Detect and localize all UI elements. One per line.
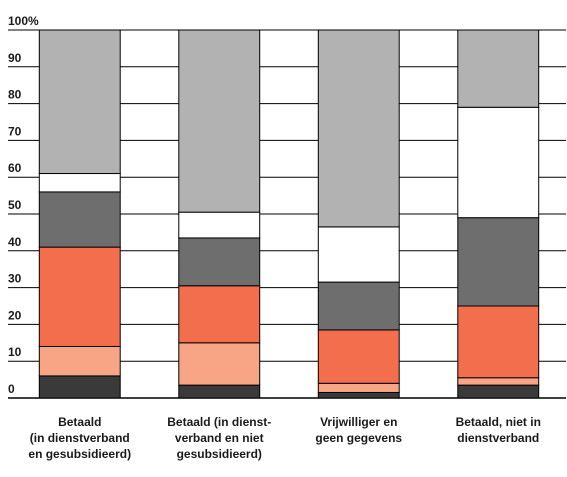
bar-segment <box>457 377 540 386</box>
y-tick-label: 60 <box>8 161 22 175</box>
x-category-line: (in dienstverband <box>30 431 130 445</box>
y-tick-label: 80 <box>8 88 22 102</box>
x-category-label: Betaald (in dienstverband en gesubsidieerd… <box>28 415 131 461</box>
y-axis-ticks: 0 10 20 30 40 50 60 70 80 90 100% <box>8 14 39 396</box>
y-tick-label: 40 <box>8 235 22 249</box>
x-category-line: Betaald <box>58 415 101 429</box>
y-tick-label: 100% <box>8 14 39 28</box>
bar-segment <box>317 281 400 331</box>
bar-segment <box>317 329 400 384</box>
bar-segment <box>178 342 261 386</box>
bar-segment <box>38 375 121 399</box>
bar-segment <box>38 345 121 377</box>
x-category-line: dienstverband <box>457 431 539 445</box>
bar-segment <box>178 237 261 287</box>
y-tick-label: 0 <box>8 382 15 396</box>
bar-segment <box>178 29 261 213</box>
y-tick-label: 90 <box>8 51 22 65</box>
x-axis-categories: Betaald (in dienstverband en gesubsidieerd… <box>28 415 541 461</box>
x-category-line: Vrijwilliger en <box>320 415 397 429</box>
bar-segment <box>38 29 121 175</box>
y-tick-label: 30 <box>8 272 22 286</box>
x-category-line: Betaald (in dienst- <box>167 415 271 429</box>
y-tick-label: 50 <box>8 198 22 212</box>
x-category-line: geen gegevens <box>315 431 402 445</box>
bar-segment <box>457 217 540 307</box>
bar-segment <box>457 29 540 108</box>
bar-segment <box>178 285 261 344</box>
y-tick-label: 70 <box>8 124 22 138</box>
bar-segment <box>317 29 400 228</box>
x-category-line: Betaald, niet in <box>456 415 541 429</box>
x-category-line: en gesubsidieerd) <box>28 447 131 461</box>
x-category-label: Vrijwilliger en geen gegevens <box>315 415 402 445</box>
bar-segment <box>457 305 540 379</box>
bar-segment <box>178 211 261 239</box>
y-tick-label: 20 <box>8 308 22 322</box>
x-category-label: Betaald, niet in dienstverband <box>456 415 541 445</box>
x-category-line: verband en niet <box>175 431 264 445</box>
bar-segment <box>178 384 261 399</box>
bar-segment <box>317 391 400 399</box>
bar-segment <box>317 382 400 393</box>
bars <box>38 29 540 399</box>
bar-segment <box>38 173 121 193</box>
x-category-line: gesubsidieerd) <box>177 447 262 461</box>
y-tick-label: 10 <box>8 345 22 359</box>
bar-segment <box>38 246 121 347</box>
bar-segment <box>38 191 121 248</box>
bar-segment <box>317 226 400 283</box>
bar-segment <box>457 106 540 219</box>
bar-segment <box>457 384 540 399</box>
x-category-label: Betaald (in dienst-verband en niet gesubs… <box>167 415 271 461</box>
